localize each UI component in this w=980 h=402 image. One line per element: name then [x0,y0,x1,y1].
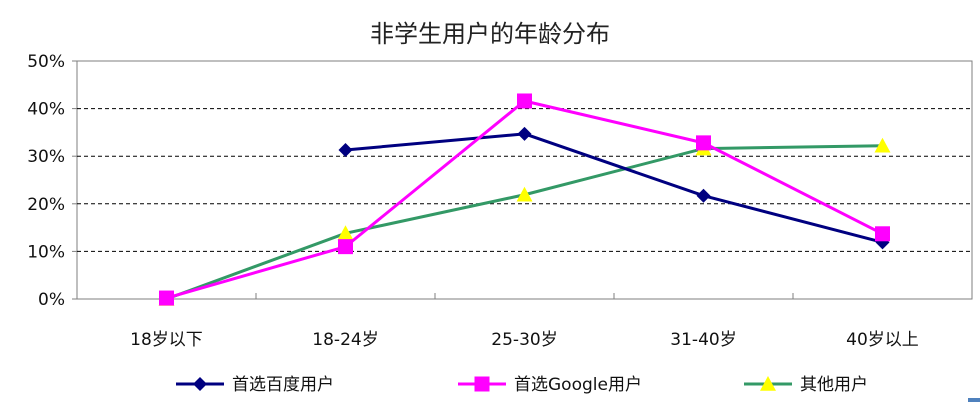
legend-item: 首选百度用户 [176,375,334,395]
data-point [517,93,532,109]
x-tick-label: 25-30岁 [491,330,557,350]
legend-label: 首选百度用户 [232,375,334,395]
y-tick-label: 0% [38,290,65,310]
y-tick-label: 30% [27,147,65,167]
legend-marker [760,376,776,391]
x-tick-label: 40岁以上 [846,330,919,350]
data-point [696,188,711,203]
data-point [696,135,711,151]
legend-label: 其他用户 [800,375,868,395]
x-tick-label: 18-24岁 [312,330,378,350]
legend-marker [474,376,490,392]
y-tick-label: 20% [27,195,65,215]
data-point [874,137,891,153]
y-tick-label: 10% [27,242,65,262]
series-line [345,132,883,244]
series-square [159,93,890,306]
legend-item: 其他用户 [744,375,868,395]
y-tick-label: 50% [27,52,65,72]
data-point [517,126,532,141]
legend: 首选百度用户 首选Google用户 其他用户 [176,375,868,395]
data-point [337,225,354,241]
data-point [338,143,353,158]
x-tick-label: 18岁以下 [130,330,203,350]
y-tick-label: 40% [27,100,65,120]
data-point [338,239,353,255]
corner-accent [968,398,980,402]
x-tick-label: 31-40岁 [670,330,736,350]
data-point [159,290,174,306]
data-point [875,226,890,242]
legend-label: 首选Google用户 [514,375,642,395]
plot-area [72,60,973,306]
legend-marker [193,377,207,391]
legend-item: 首选Google用户 [458,375,642,395]
data-point [516,186,533,202]
chart-title: 非学生用户的年龄分布 [370,20,610,48]
